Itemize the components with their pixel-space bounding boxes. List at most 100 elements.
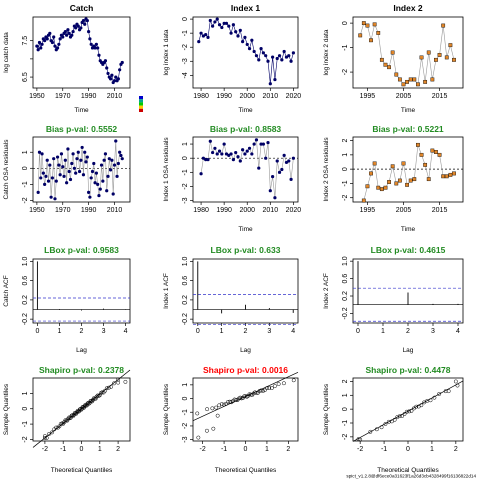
qq-point — [368, 429, 373, 434]
data-point — [109, 168, 113, 172]
qq-point — [96, 394, 101, 399]
data-point — [271, 174, 275, 179]
x-tick-label: 3 — [102, 328, 106, 335]
y-tick-label: -2 — [182, 44, 189, 50]
series-line — [37, 140, 123, 199]
data-point — [448, 172, 453, 177]
data-point — [287, 159, 291, 163]
data-point — [111, 192, 115, 196]
data-point — [53, 197, 57, 201]
data-point — [74, 171, 78, 175]
data-point — [361, 198, 366, 203]
y-tick-label: -4 — [182, 72, 189, 78]
data-point — [441, 174, 446, 179]
plot-frame — [352, 377, 464, 442]
data-point — [268, 82, 272, 86]
data-point — [247, 47, 252, 51]
data-point — [372, 22, 377, 27]
data-point — [238, 159, 242, 163]
data-point — [46, 179, 51, 183]
data-point — [114, 75, 118, 79]
data-point — [430, 148, 435, 153]
x-tick-label: 1970 — [55, 207, 71, 214]
data-point — [416, 82, 420, 87]
x-tick-label: 1970 — [55, 93, 71, 100]
data-point — [252, 49, 256, 54]
panel-7: LBox p-val: 0.9583 Lag Catch ACF 0 1 2 3 4 1.0 0.… — [3, 245, 131, 354]
data-point — [387, 180, 391, 184]
qq-point — [443, 389, 448, 394]
panel-5: Bias p-val: 0.8583 Time Index 1 OSA residu… — [163, 124, 301, 233]
x-tick-label: 1980 — [193, 207, 209, 214]
x-axis-label: Theoretical Quantiles — [51, 467, 113, 474]
data-point — [54, 179, 58, 183]
y-tick-label: -1 — [182, 409, 189, 415]
data-point — [416, 142, 420, 147]
x-tick-label: 0 — [196, 328, 200, 335]
qq-point — [428, 398, 433, 403]
data-point — [434, 150, 438, 154]
data-point — [57, 163, 61, 167]
data-point — [75, 157, 79, 161]
x-tick-label: 2 — [406, 328, 410, 335]
panel-title: Shapiro p-val: 0.4478 — [365, 365, 450, 375]
data-point — [434, 57, 438, 62]
x-tick-label: 2010 — [263, 207, 279, 214]
data-point — [397, 178, 402, 183]
data-point — [45, 158, 49, 162]
x-tick-label: 1950 — [29, 93, 45, 100]
y-tick-label: -3 — [182, 197, 189, 203]
data-point — [401, 161, 406, 166]
data-point — [236, 155, 240, 159]
data-point — [227, 24, 231, 28]
x-axis-label: Time — [238, 226, 253, 233]
qq-reference-line — [192, 372, 299, 421]
data-point — [97, 53, 101, 57]
data-point — [254, 138, 259, 142]
x-tick-label: 1 — [430, 446, 434, 453]
y-tick-label: 1 — [342, 393, 349, 397]
data-point — [452, 57, 456, 62]
qq-point — [104, 386, 109, 391]
data-point — [287, 54, 291, 58]
plot-frame — [352, 136, 464, 203]
data-point — [44, 174, 48, 178]
panel-title: LBox p-val: 0.633 — [211, 245, 281, 255]
qq-point — [195, 411, 200, 416]
x-tick-label: 1 — [381, 328, 385, 335]
data-point — [365, 184, 370, 189]
y-axis-label: log catch data — [3, 32, 10, 73]
data-point — [48, 31, 52, 35]
data-point — [383, 185, 388, 190]
data-point — [94, 42, 98, 46]
data-point — [62, 174, 66, 178]
data-point — [282, 153, 286, 157]
qq-point — [214, 405, 219, 410]
x-tick-label: 2000 — [239, 207, 255, 214]
data-point — [252, 142, 256, 146]
legend-key — [139, 102, 143, 106]
qq-point — [94, 394, 99, 399]
y-axis-label: Sample Quantiles — [163, 383, 170, 435]
y-tick-label: -3 — [182, 58, 189, 64]
y-tick-label: -1 — [22, 181, 29, 187]
x-tick-label: 1990 — [216, 207, 232, 214]
data-point — [419, 152, 424, 157]
qq-point — [392, 417, 397, 422]
data-point — [257, 58, 261, 62]
data-point — [204, 158, 208, 162]
data-point — [241, 40, 245, 44]
data-point — [426, 50, 431, 55]
y-tick-label: 1 — [182, 142, 189, 146]
data-point — [289, 177, 293, 181]
data-point — [103, 59, 108, 63]
data-point — [197, 40, 201, 44]
data-point — [93, 46, 97, 50]
data-point — [280, 58, 284, 62]
panel-title: Bias p-val: 0.5552 — [46, 124, 118, 134]
x-tick-label: 2005 — [396, 207, 412, 214]
data-point — [245, 42, 249, 47]
x-axis-label: Time — [238, 107, 253, 114]
legend-key — [139, 108, 143, 112]
